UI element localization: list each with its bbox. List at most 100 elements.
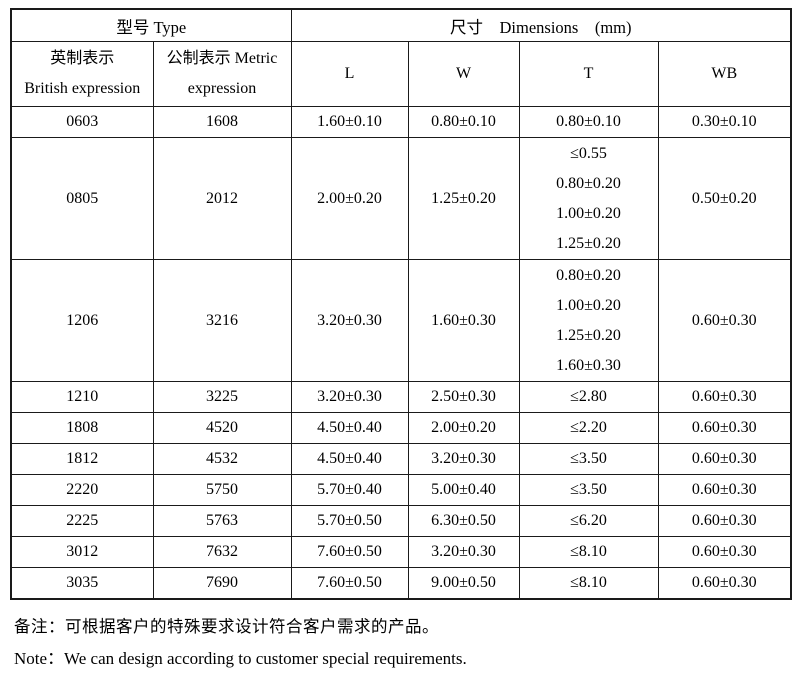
thickness-value-line: 0.80±0.20 [556,174,621,192]
table-row: 2220 5750 5.70±0.40 5.00±0.40 ≤3.50 0.60±0.30 [10,474,792,506]
col-header-british: 英制表示 British expression [10,41,154,107]
cell-width: 1.60±0.30 [407,259,520,382]
cell-wb: 0.60±0.30 [657,567,792,600]
table-row: 0805 2012 2.00±0.20 1.25±0.20 ≤0.55 0.80±0.20… [10,137,792,260]
cell-metric-type: 7632 [152,536,292,568]
cell-british-type: 0603 [10,106,154,138]
footer-notes: 备注：可根据客户的特殊要求设计符合客户需求的产品。 Note：We can de… [14,612,786,676]
cell-metric-type: 3216 [152,259,292,382]
thickness-value-line: 0.80±0.20 [556,266,621,284]
table-header: 型号 Type 尺寸 Dimensions (mm) 英制表示 British … [10,8,792,107]
cell-metric-type: 4520 [152,412,292,444]
cell-british-type: 1812 [10,443,154,475]
cell-british-type: 0805 [10,137,154,260]
cell-thickness: ≤2.80 [518,381,659,413]
cell-width: 0.80±0.10 [407,106,520,138]
cell-wb: 0.60±0.30 [657,536,792,568]
col-header-wb: WB [657,41,792,107]
cell-thickness: ≤0.55 0.80±0.20 1.00±0.20 1.25±0.20 [518,137,659,260]
cell-length: 4.50±0.40 [290,443,409,475]
thickness-value-line: 1.25±0.20 [556,234,621,252]
col-header-w: W [407,41,520,107]
cell-british-type: 1206 [10,259,154,382]
table-row: 1808 4520 4.50±0.40 2.00±0.20 ≤2.20 0.60±0.30 [10,412,792,444]
cell-metric-type: 7690 [152,567,292,600]
thickness-value-line: ≤6.20 [570,512,607,529]
col-header-british-cn: 英制表示 [50,50,115,67]
cell-british-type: 1808 [10,412,154,444]
cell-width: 3.20±0.30 [407,443,520,475]
col-header-l: L [290,41,409,107]
thickness-value-line: 1.00±0.20 [556,296,621,314]
cell-length: 7.60±0.50 [290,567,409,600]
thickness-value-line: 0.80±0.10 [556,113,621,130]
cell-length: 3.20±0.30 [290,259,409,382]
cell-british-type: 3035 [10,567,154,600]
cell-metric-type: 1608 [152,106,292,138]
cell-length: 5.70±0.40 [290,474,409,506]
thickness-value-line: ≤3.50 [570,450,607,467]
thickness-value-line: 1.60±0.30 [556,356,621,374]
cell-metric-type: 5750 [152,474,292,506]
cell-width: 2.00±0.20 [407,412,520,444]
thickness-value-line: ≤0.55 [570,144,607,162]
cell-british-type: 2220 [10,474,154,506]
cell-length: 4.50±0.40 [290,412,409,444]
thickness-value-line: ≤3.50 [570,481,607,498]
cell-british-type: 1210 [10,381,154,413]
cell-wb: 0.60±0.30 [657,259,792,382]
note-chinese: 备注：可根据客户的特殊要求设计符合客户需求的产品。 [14,617,439,636]
table-row: 3012 7632 7.60±0.50 3.20±0.30 ≤8.10 0.60±0.30 [10,536,792,568]
cell-thickness: ≤8.10 [518,567,659,600]
cell-thickness: 0.80±0.10 [518,106,659,138]
cell-thickness: ≤8.10 [518,536,659,568]
cell-length: 7.60±0.50 [290,536,409,568]
cell-thickness: ≤6.20 [518,505,659,537]
cell-wb: 0.50±0.20 [657,137,792,260]
column-header-row: 英制表示 British expression 公制表示 Metric expr… [10,41,792,107]
table-body: 0603 1608 1.60±0.10 0.80±0.10 0.80±0.10 0.30±… [10,106,792,600]
thickness-value-line: 1.25±0.20 [556,326,621,344]
cell-width: 2.50±0.30 [407,381,520,413]
col-header-metric: 公制表示 Metric expression [152,41,292,107]
table-row: 3035 7690 7.60±0.50 9.00±0.50 ≤8.10 0.60±0.30 [10,567,792,600]
cell-thickness: 0.80±0.20 1.00±0.20 1.25±0.20 1.60±0.30 [518,259,659,382]
cell-metric-type: 2012 [152,137,292,260]
cell-wb: 0.60±0.30 [657,412,792,444]
cell-wb: 0.60±0.30 [657,474,792,506]
thickness-value-line: 1.00±0.20 [556,204,621,222]
cell-length: 2.00±0.20 [290,137,409,260]
cell-wb: 0.30±0.10 [657,106,792,138]
thickness-value-line: ≤2.80 [570,388,607,405]
thickness-value-line: ≤2.20 [570,419,607,436]
thickness-value-line: ≤8.10 [570,574,607,591]
dimensions-spec-table: 型号 Type 尺寸 Dimensions (mm) 英制表示 British … [10,8,793,600]
cell-length: 3.20±0.30 [290,381,409,413]
cell-metric-type: 3225 [152,381,292,413]
cell-british-type: 2225 [10,505,154,537]
table-row: 0603 1608 1.60±0.10 0.80±0.10 0.80±0.10 0.30±… [10,106,792,138]
cell-width: 5.00±0.40 [407,474,520,506]
type-group-header: 型号 Type [10,8,292,42]
cell-width: 9.00±0.50 [407,567,520,600]
cell-british-type: 3012 [10,536,154,568]
cell-thickness: ≤3.50 [518,474,659,506]
cell-metric-type: 4532 [152,443,292,475]
cell-wb: 0.60±0.30 [657,381,792,413]
table-row: 1206 3216 3.20±0.30 1.60±0.30 0.80±0.20 1.00±… [10,259,792,382]
table-row: 1210 3225 3.20±0.30 2.50±0.30 ≤2.80 0.60±0.30 [10,381,792,413]
table-row: 2225 5763 5.70±0.50 6.30±0.50 ≤6.20 0.60±0.30 [10,505,792,537]
note-english: Note：We can design according to customer… [14,649,467,668]
cell-width: 3.20±0.30 [407,536,520,568]
group-header-row: 型号 Type 尺寸 Dimensions (mm) [10,8,792,42]
thickness-value-line: ≤8.10 [570,543,607,560]
cell-length: 1.60±0.10 [290,106,409,138]
cell-wb: 0.60±0.30 [657,505,792,537]
cell-width: 1.25±0.20 [407,137,520,260]
col-header-metric-cn: 公制表示 Metric [166,50,278,67]
cell-thickness: ≤2.20 [518,412,659,444]
table-row: 1812 4532 4.50±0.40 3.20±0.30 ≤3.50 0.60±0.30 [10,443,792,475]
col-header-british-en: British expression [24,80,141,97]
cell-metric-type: 5763 [152,505,292,537]
